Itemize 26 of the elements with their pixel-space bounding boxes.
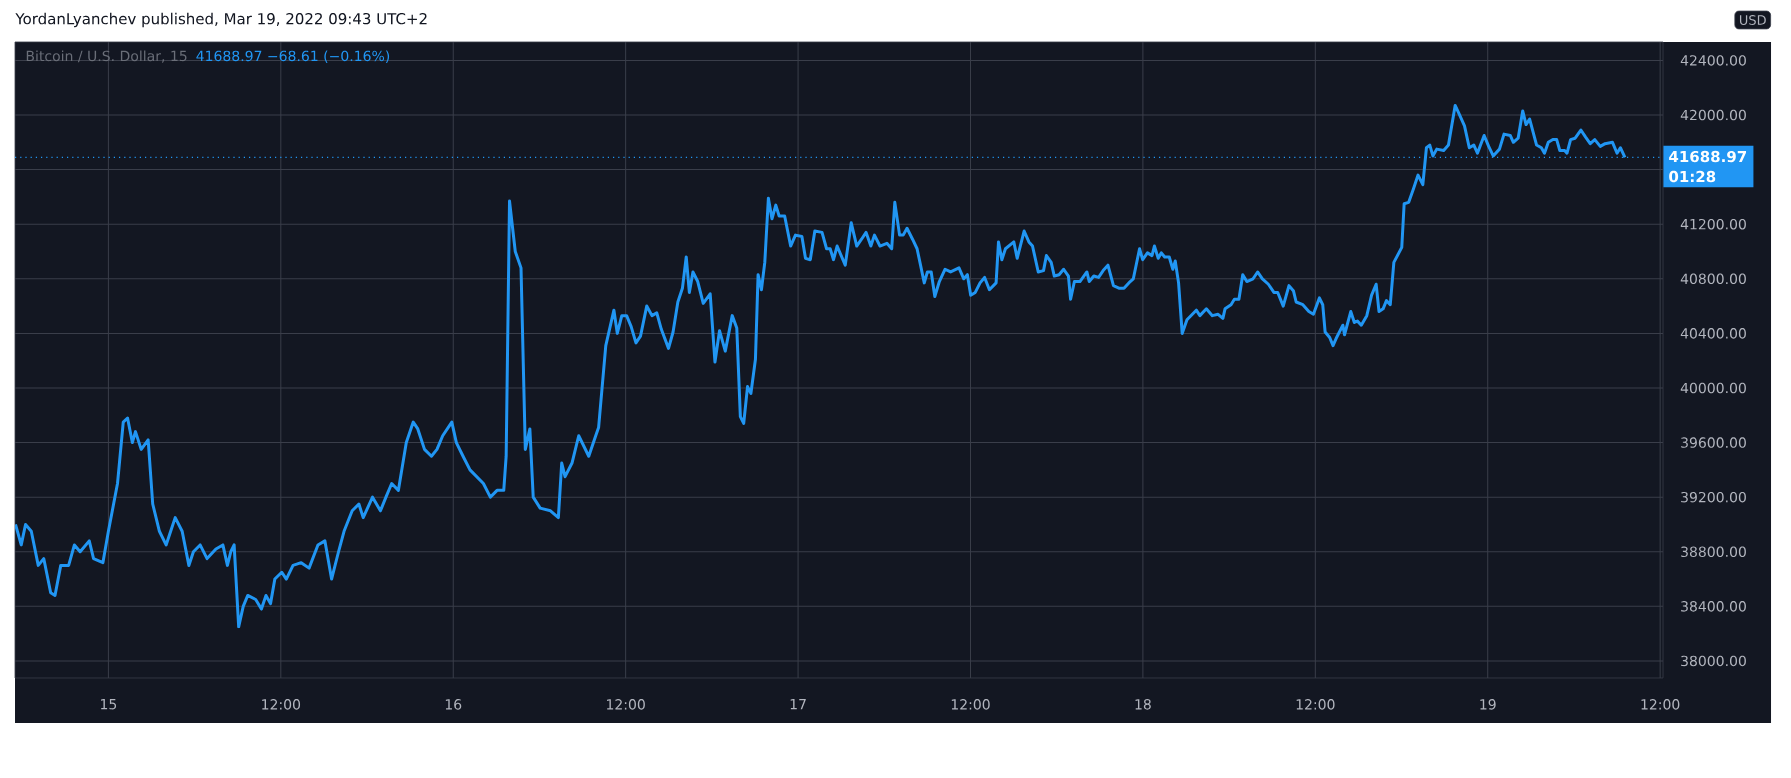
x-tick-label: 16: [445, 699, 462, 710]
x-tick-label: 12:00: [607, 699, 645, 710]
y-tick-label: 39200.00: [1681, 491, 1746, 503]
y-tick-label: 42000.00: [1680, 109, 1746, 121]
ref-line-label: 41688.97 01:28: [1669, 150, 1747, 183]
text: USD: [1739, 15, 1766, 25]
y-tick-label: 40000.00: [1680, 382, 1746, 394]
y-tick-label: 40400.00: [1680, 328, 1746, 339]
text: Bitcoin / U.S. Dollar, 15: [26, 50, 187, 63]
y-tick-label: 38000.00: [1681, 655, 1746, 667]
text: 41688.97 −68.61 (−0.16%): [196, 50, 390, 63]
y-tick-label: 38800.00: [1681, 546, 1746, 558]
y-tick-label: 39600.00: [1681, 437, 1746, 448]
y-tick-label: 41200.00: [1680, 218, 1746, 230]
y-tick-label: 42400.00: [1680, 55, 1746, 66]
x-tick-label: 18: [1135, 699, 1151, 710]
text: YordanLyanchev published, Mar 19, 2022 09:43 UTC+2: [15, 12, 427, 28]
x-tick-label: 15: [101, 699, 117, 710]
x-tick-label: 19: [1480, 699, 1496, 710]
y-tick-label: 40800.00: [1680, 273, 1746, 285]
y-tick-label: 38400.00: [1681, 601, 1746, 612]
x-tick-label: 17: [790, 699, 806, 710]
x-tick-label: 12:00: [951, 699, 990, 710]
x-tick-label: 12:00: [1296, 699, 1335, 710]
x-tick-label: 12:00: [262, 699, 301, 710]
x-tick-label: 12:00: [1641, 699, 1680, 710]
